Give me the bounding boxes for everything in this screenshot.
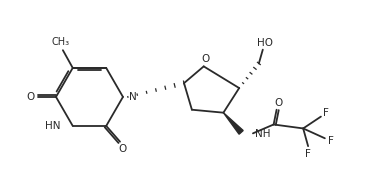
Text: O: O bbox=[26, 92, 34, 102]
Text: F: F bbox=[305, 149, 311, 159]
Text: NH: NH bbox=[255, 129, 270, 139]
Text: CH₃: CH₃ bbox=[52, 37, 70, 47]
Text: F: F bbox=[323, 108, 329, 118]
Text: HO: HO bbox=[257, 38, 273, 48]
Text: F: F bbox=[328, 136, 334, 146]
Text: HN: HN bbox=[46, 121, 61, 131]
Polygon shape bbox=[223, 113, 243, 134]
Text: O: O bbox=[202, 55, 210, 64]
Text: O: O bbox=[119, 144, 127, 154]
Text: N: N bbox=[129, 92, 137, 102]
Text: O: O bbox=[275, 98, 283, 108]
